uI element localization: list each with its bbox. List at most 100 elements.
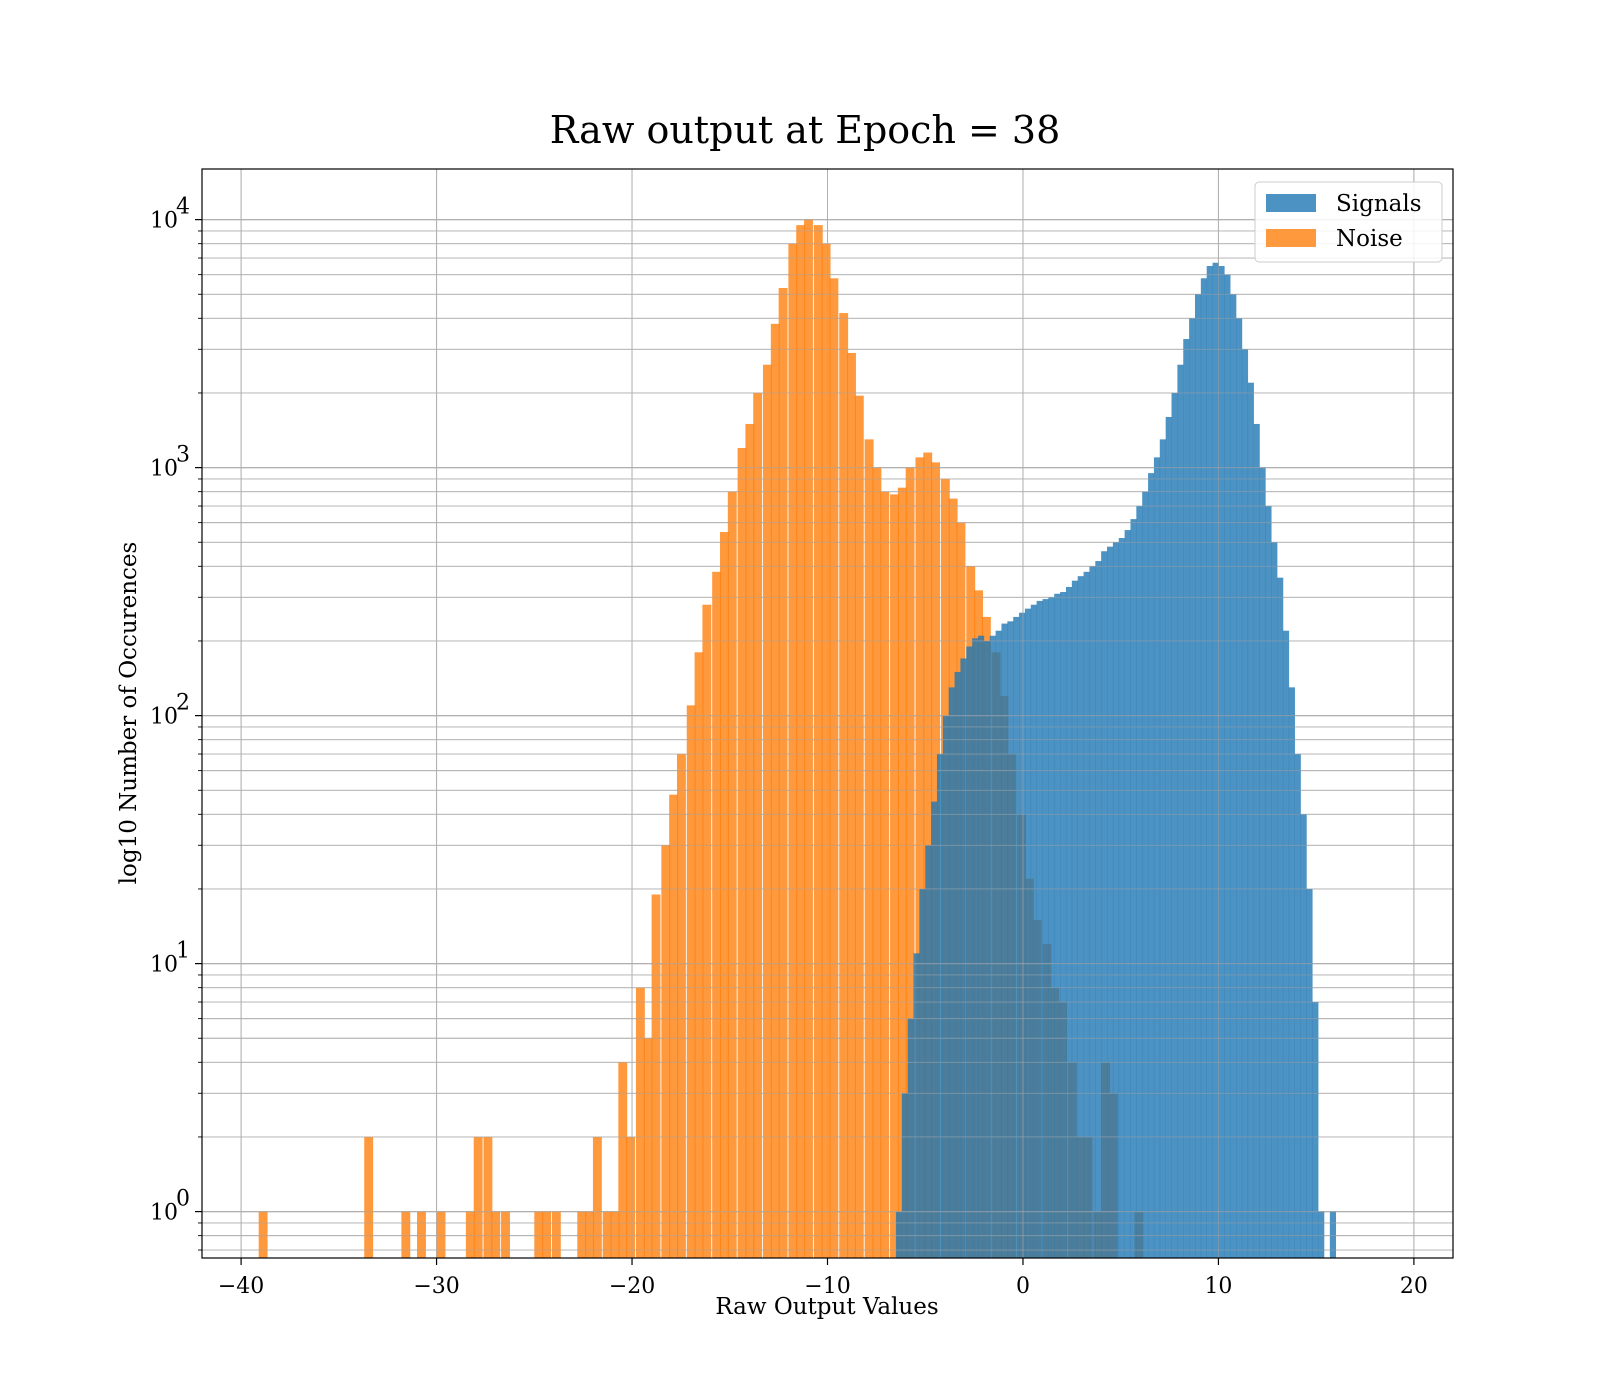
noise-bar [618,1062,628,1258]
signal-bar [913,953,920,1258]
signal-bar [948,687,955,1258]
y-tick-exponent: 3 [176,443,190,468]
noise-bar [364,1136,374,1258]
signal-bar [1224,274,1231,1258]
y-tick-label: 10 [150,457,178,482]
noise-bar [770,323,780,1258]
signal-bar [919,888,926,1258]
signal-bar [1095,561,1102,1258]
signal-bar [1200,278,1208,1258]
grid-overlay [202,169,1453,1258]
signal-series-bars [895,262,1337,1259]
signal-bar [1024,608,1032,1258]
noise-bar [778,287,788,1258]
signal-bar [1107,546,1114,1258]
noise-bar [864,439,874,1259]
y-tick-label: 10 [150,705,178,730]
signal-bar [1212,262,1219,1258]
signal-bar [1054,593,1061,1258]
noise-bar [880,491,890,1258]
x-tick-label: 20 [1400,1274,1428,1299]
signal-bar [1089,566,1096,1258]
signal-bar [1271,542,1278,1258]
y-tick-exponent: 1 [176,939,190,964]
noise-bar [727,491,737,1258]
signal-bar [1112,542,1120,1258]
noise-bar [542,1211,552,1258]
signal-bar [1142,491,1149,1258]
y-tick-exponent: 0 [176,1187,190,1212]
signal-bar [1124,530,1131,1258]
noise-bar [796,225,806,1259]
x-tick-label: −10 [804,1274,850,1299]
noise-bar [626,1136,636,1258]
noise-bar [401,1211,411,1258]
signal-bar [1194,294,1202,1258]
noise-bar [465,1211,475,1258]
signal-bar [1265,506,1272,1258]
noise-bar [712,571,722,1258]
signal-bar [1247,382,1254,1258]
signal-bar [983,640,991,1258]
noise-bar [737,447,747,1259]
noise-bar [676,754,686,1258]
noise-bar [417,1211,426,1258]
signal-bar [1329,1211,1337,1258]
signal-bar [1019,612,1026,1258]
signal-bar [931,801,938,1258]
noise-bar [753,392,763,1258]
signal-bar [989,635,996,1258]
signal-bar [1171,392,1178,1258]
signal-bar [1036,600,1043,1258]
signal-bar [1306,888,1313,1258]
signal-bar [1218,266,1225,1258]
signal-bar [1101,551,1108,1258]
noise-bar [847,352,856,1258]
signal-bar [978,635,985,1258]
signal-bar [1312,1002,1319,1258]
y-tick-label: 10 [150,209,178,234]
signal-bar [925,845,932,1258]
noise-bar [669,794,679,1258]
noise-bar [839,313,849,1259]
noise-bar [592,1136,602,1258]
signal-bar [1042,599,1049,1258]
signal-bar [1259,467,1266,1259]
signal-bar [1177,364,1184,1258]
signal-bar [895,1211,903,1258]
signal-bar [1065,587,1073,1258]
signal-bar [1071,580,1078,1258]
noise-bar [813,225,823,1259]
y-tick-label: 10 [150,1201,178,1226]
signal-bar [907,1018,914,1258]
signal-bar [1136,506,1143,1258]
x-tick-label: −40 [218,1274,264,1299]
noise-bar [897,487,907,1258]
signal-bar [1165,416,1172,1258]
noise-bar [635,987,645,1258]
signal-bar [1236,318,1243,1258]
signal-bar [1148,473,1155,1258]
signal-bar [1277,577,1284,1258]
signal-bar [966,646,973,1258]
signal-bar [901,1093,908,1258]
noise-bar [643,1038,653,1258]
signal-bar [1030,604,1037,1258]
signal-bar [1241,349,1249,1259]
signal-bar [942,715,949,1258]
noise-bar [905,467,915,1259]
noise-bar [661,845,671,1258]
noise-bar [436,1211,446,1258]
signal-bar [1282,630,1290,1258]
noise-bar [872,467,882,1259]
signal-bar [1300,814,1307,1258]
signal-bar [1013,616,1020,1258]
signal-bar [954,671,961,1258]
noise-bar [694,652,704,1258]
legend-signals-label: Signals [1336,191,1422,217]
y-tick-label: 10 [150,953,178,978]
legend-noise-label: Noise [1336,226,1403,252]
noise-bar [651,894,661,1258]
noise-bar [788,243,798,1258]
